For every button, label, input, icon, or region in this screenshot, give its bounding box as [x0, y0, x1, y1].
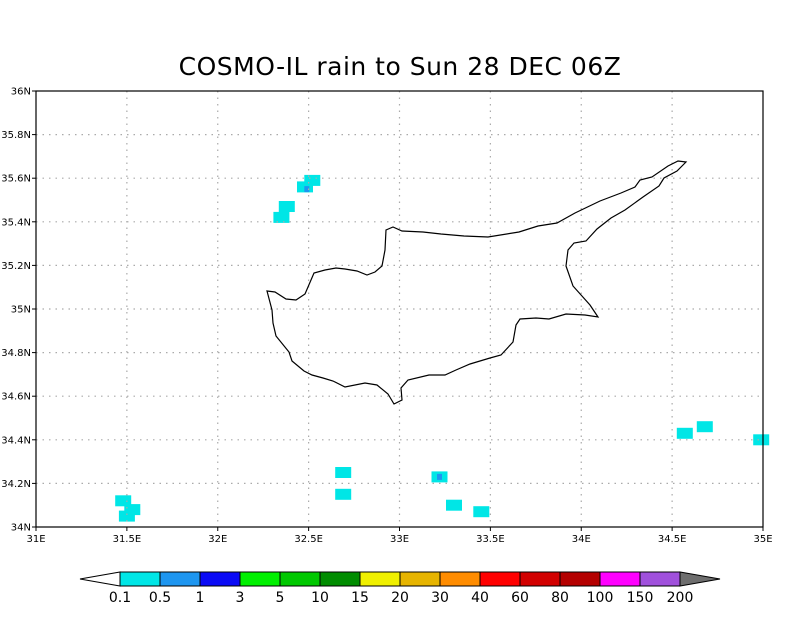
colorbar-swatch [639, 571, 681, 587]
rain-cell [473, 506, 490, 518]
y-tick-label: 34.4N [1, 435, 31, 446]
colorbar-over-arrow [679, 571, 721, 587]
rain-cell [304, 186, 310, 193]
x-tick-label: 31.5E [113, 534, 142, 545]
rain-cell [437, 473, 442, 480]
colorbar-label: 10 [311, 590, 329, 606]
rain-cell [676, 427, 693, 439]
lat-lon-grid [36, 91, 763, 527]
colorbar: 0.1 0.5 1 3 5 10 15 20 30 40 60 80 100 150 200 [79, 571, 721, 606]
colorbar-label: 5 [276, 590, 285, 606]
colorbar-swatch [519, 571, 561, 587]
rain-cell [115, 495, 132, 507]
colorbar-swatch [319, 571, 361, 587]
colorbar-label: 3 [236, 590, 245, 606]
x-tick-label: 33.5E [476, 534, 505, 545]
colorbar-label: 0.1 [109, 590, 131, 606]
rain-cell [118, 510, 135, 522]
colorbar-swatch [119, 571, 161, 587]
rain-cell [335, 488, 352, 500]
colorbar-swatch [439, 571, 481, 587]
rain-field [115, 174, 770, 522]
colorbar-label: 40 [471, 590, 489, 606]
colorbar-swatch [479, 571, 521, 587]
rain-cell [124, 504, 141, 516]
colorbar-label: 100 [587, 590, 614, 606]
y-tick-label: 34.8N [1, 348, 31, 359]
x-tick-label: 35E [753, 534, 772, 545]
rain-cell [753, 434, 770, 446]
colorbar-swatch [199, 571, 241, 587]
colorbar-swatch [239, 571, 281, 587]
colorbar-swatch [359, 571, 401, 587]
colorbar-label: 30 [431, 590, 449, 606]
x-axis: 31E 31.5E 32E 32.5E 33E 33.5E 34E 34.5E 35E [26, 527, 773, 545]
y-tick-label: 35.8N [1, 130, 31, 141]
rain-cell [335, 467, 352, 478]
colorbar-label: 15 [351, 590, 369, 606]
colorbar-swatch [599, 571, 641, 587]
x-tick-label: 31E [26, 534, 45, 545]
y-tick-label: 35N [11, 305, 31, 316]
x-tick-label: 34.5E [658, 534, 687, 545]
rain-cell [304, 174, 321, 186]
colorbar-swatch [159, 571, 201, 587]
colorbar-label: 0.5 [149, 590, 171, 606]
colorbar-swatch [279, 571, 321, 587]
colorbar-label: 150 [627, 590, 654, 606]
x-tick-label: 34E [572, 534, 591, 545]
x-tick-label: 33E [390, 534, 409, 545]
colorbar-label: 20 [391, 590, 409, 606]
y-tick-label: 36N [11, 87, 31, 98]
map-title: COSMO-IL rain to Sun 28 DEC 06Z [178, 52, 622, 81]
y-tick-label: 35.2N [1, 261, 31, 272]
colorbar-label: 200 [667, 590, 694, 606]
y-tick-label: 34.2N [1, 479, 31, 490]
y-tick-label: 34N [11, 523, 31, 534]
y-tick-label: 35.4N [1, 217, 31, 228]
x-tick-label: 32E [208, 534, 227, 545]
y-tick-label: 35.6N [1, 174, 31, 185]
colorbar-swatch [559, 571, 601, 587]
rain-cell [446, 499, 462, 511]
rain-cell [278, 201, 295, 212]
cyprus-coastline [266, 160, 688, 405]
rain-cell [696, 421, 713, 433]
y-tick-label: 34.6N [1, 392, 31, 403]
y-axis: 34N 34.2N 34.4N 34.6N 34.8N 35N 35.2N 35.4N 35.6… [1, 87, 36, 534]
colorbar-label: 80 [551, 590, 569, 606]
colorbar-swatch [399, 571, 441, 587]
x-tick-label: 32.5E [294, 534, 323, 545]
colorbar-under-arrow [79, 571, 121, 587]
colorbar-label: 1 [196, 590, 205, 606]
rain-cell [273, 211, 290, 223]
colorbar-label: 60 [511, 590, 529, 606]
